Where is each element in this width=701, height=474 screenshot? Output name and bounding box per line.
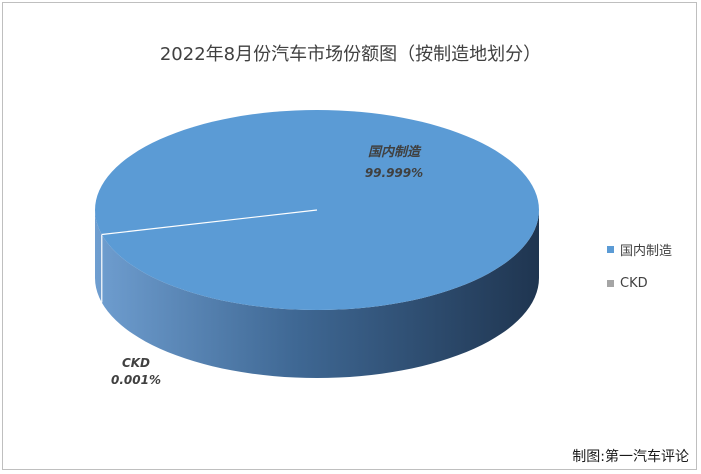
- data-label-ckd-value: 0.001%: [111, 373, 161, 387]
- legend-item-ckd: CKD: [607, 266, 672, 300]
- pie-slice-boundary: [101, 209, 318, 236]
- legend-swatch-ckd: [607, 279, 614, 287]
- data-label-domestic-name: 国内制造: [368, 144, 422, 160]
- data-label-domestic-value: 99.999%: [365, 166, 423, 180]
- legend: 国内制造 CKD: [607, 232, 672, 300]
- legend-item-domestic: 国内制造: [607, 232, 672, 266]
- pie-side-wall: [95, 210, 539, 378]
- legend-label-ckd: CKD: [620, 275, 648, 291]
- chart-title: 2022年8月份汽车市场份额图（按制造地划分）: [159, 44, 542, 65]
- credit-text: 制图:第一汽车评论: [572, 449, 689, 465]
- legend-swatch-domestic: [607, 245, 614, 253]
- data-label-ckd-name: CKD: [122, 356, 150, 370]
- legend-label-domestic: 国内制造: [620, 243, 673, 259]
